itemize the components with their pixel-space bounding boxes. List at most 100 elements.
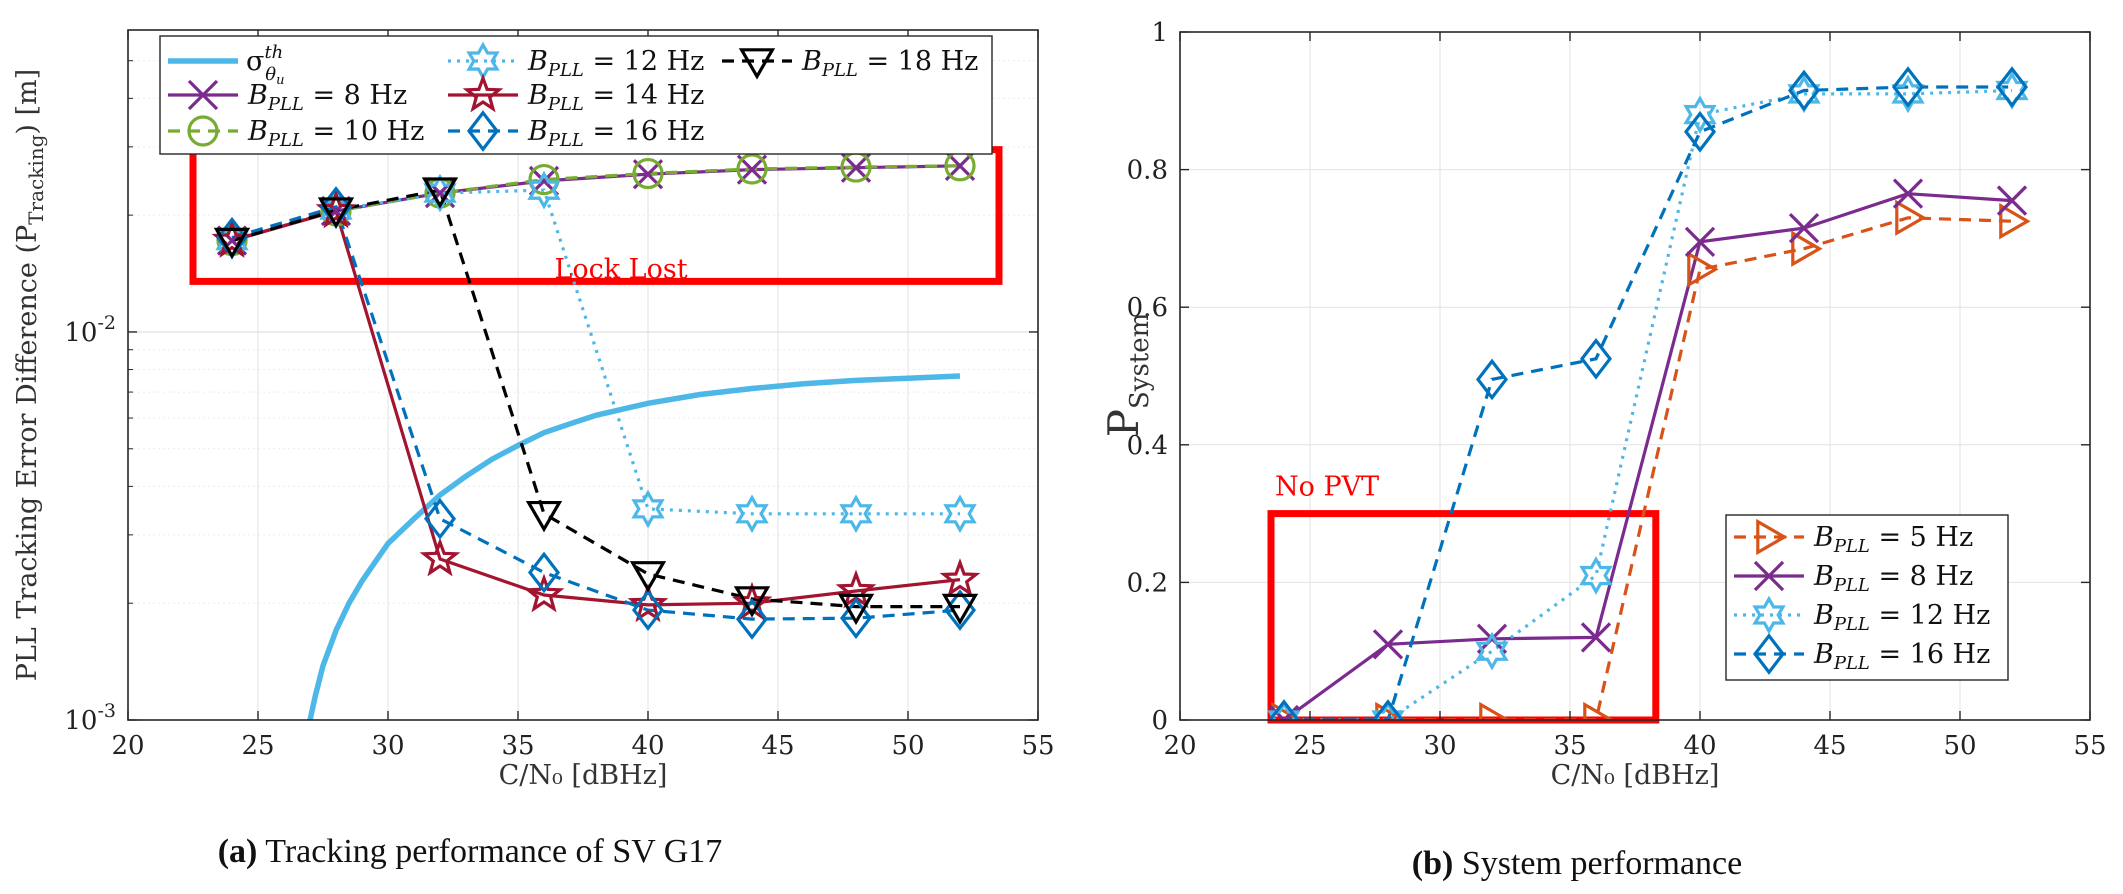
data-point <box>1479 701 1511 720</box>
legend-label: BPLL = 5 Hz <box>1813 522 1973 557</box>
legend-label-base: B <box>1813 522 1834 553</box>
x-tick-label: 20 <box>1163 731 1196 761</box>
data-point <box>1892 178 1924 209</box>
legend-swatch-marker <box>1753 560 1785 592</box>
y-tick-label: 0.8 <box>1127 156 1168 186</box>
y-tick-exp: -3 <box>97 700 116 722</box>
series-line-3 <box>231 209 961 607</box>
x-tick-label: 25 <box>1293 731 1326 761</box>
legend-swatch-marker <box>466 110 500 152</box>
data-point <box>736 153 768 185</box>
x-tick-label: 35 <box>1553 731 1586 761</box>
legend-label-sub: PLL <box>1833 653 1870 674</box>
plot-area <box>211 150 981 720</box>
data-point <box>525 500 563 533</box>
y-axis-label-end: ) [m] <box>12 69 43 135</box>
legend-label: BPLL = 16 Hz <box>527 116 704 151</box>
x-axis-label: C/N₀ [dBHz] <box>1551 760 1720 791</box>
legend-swatch-marker <box>1752 595 1786 635</box>
annotation-label: No PVT <box>1275 472 1379 503</box>
legend-label: BPLL = 10 Hz <box>247 116 424 151</box>
data-point <box>735 494 769 534</box>
data-point <box>839 597 873 639</box>
y-axis-label: PSystem <box>1099 313 1155 438</box>
data-point <box>1787 69 1821 112</box>
legend-label-base: B <box>247 80 268 111</box>
series-markers-3 <box>1267 66 2029 720</box>
y-tick-exp: -2 <box>97 312 116 334</box>
x-tick-label: 35 <box>501 731 534 761</box>
data-point <box>1895 199 1927 236</box>
legend-swatch-marker <box>187 115 219 147</box>
data-point <box>213 227 251 260</box>
legend-label-sub: PLL <box>821 60 858 81</box>
y-axis-label-main: P <box>1099 409 1148 437</box>
y-axis-label: PLL Tracking Error Difference (PTracking… <box>12 69 48 681</box>
legend-swatch-marker <box>1756 518 1788 556</box>
legend-label-sub: PLL <box>547 94 584 115</box>
x-tick-label: 55 <box>2073 731 2106 761</box>
data-point <box>943 494 977 534</box>
y-axis-label-sub: Tracking <box>24 134 48 224</box>
x-tick-label: 45 <box>761 731 794 761</box>
x-tick-label: 50 <box>891 731 924 761</box>
y-axis-label-main: PLL Tracking Error Difference (P <box>12 225 43 681</box>
legend-label-sub: PLL <box>547 130 584 151</box>
x-tick-label: 40 <box>1683 731 1716 761</box>
data-point <box>419 537 461 577</box>
legend-label-base: B <box>1813 561 1834 592</box>
legend-label-threshold: σth θu <box>246 42 284 88</box>
legend-swatch-marker <box>738 48 776 80</box>
x-tick-label: 30 <box>1423 731 1456 761</box>
data-point <box>317 197 355 229</box>
legend-label: BPLL = 14 Hz <box>527 80 704 115</box>
data-point <box>837 593 875 626</box>
legend-label-rest: = 16 Hz <box>584 116 705 147</box>
legend-label: BPLL = 12 Hz <box>1813 600 1990 635</box>
data-point <box>731 581 773 621</box>
y-tick-label: 0.6 <box>1127 293 1168 323</box>
data-point <box>1371 700 1405 720</box>
legend-label-rest: = 12 Hz <box>584 46 705 77</box>
legend-label: BPLL = 12 Hz <box>527 46 704 81</box>
legend-threshold-base: σ <box>246 46 264 77</box>
y-tick-label: 0 <box>1151 706 1168 736</box>
data-point <box>631 489 665 529</box>
data-point <box>1579 556 1613 595</box>
caption-b: (b) System performance <box>1412 845 1742 882</box>
legend-label: BPLL = 8 Hz <box>1813 561 1973 596</box>
legend-label-sub: PLL <box>1833 536 1870 557</box>
series-line-3 <box>1284 85 2012 720</box>
legend-label-base: B <box>801 46 822 77</box>
y-tick-label: 0.2 <box>1127 568 1168 598</box>
legend-label-base: B <box>247 116 268 147</box>
data-point <box>1375 701 1407 720</box>
data-point <box>939 558 981 597</box>
x-tick-label: 25 <box>241 731 274 761</box>
caption-b-text: System performance <box>1462 845 1742 882</box>
caption-a: (a) Tracking performance of SV G17 <box>218 833 723 870</box>
series-line-1 <box>1283 192 2013 720</box>
data-point <box>528 163 560 196</box>
legend-swatch-marker <box>462 73 504 113</box>
legend-label-base: B <box>1813 639 1834 670</box>
series-markers-0 <box>1271 199 2031 720</box>
series-markers-5 <box>213 177 979 626</box>
data-point <box>627 583 669 623</box>
data-point <box>1683 95 1717 134</box>
legend-label-rest: = 12 Hz <box>1870 600 1991 631</box>
data-point <box>1687 251 1719 288</box>
legend-label-rest: = 18 Hz <box>858 46 979 77</box>
data-point <box>527 551 561 594</box>
legend-label-base: B <box>1813 600 1834 631</box>
threshold-line <box>307 373 961 720</box>
series-line-2 <box>231 188 960 516</box>
data-point <box>941 593 979 626</box>
data-point <box>523 573 565 613</box>
y-tick-label: 0.4 <box>1127 431 1168 461</box>
legend-label: BPLL = 16 Hz <box>1813 639 1990 674</box>
legend-label-rest: = 8 Hz <box>304 80 407 111</box>
data-point <box>1372 629 1404 660</box>
